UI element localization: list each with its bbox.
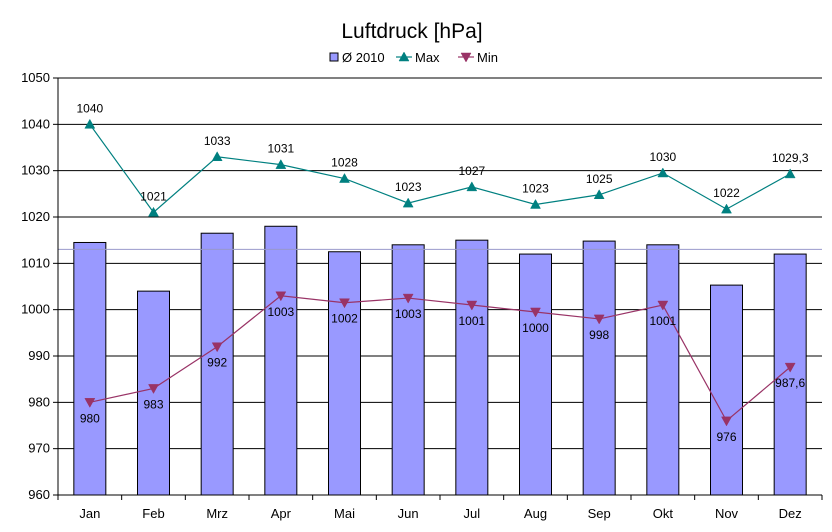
x-tick-label: Sep: [588, 506, 611, 521]
min-marker: [211, 342, 223, 353]
max-data-label: 1021: [140, 189, 167, 203]
max-line: [89, 123, 791, 214]
max-marker: [84, 118, 96, 129]
min-marker: [530, 307, 541, 318]
max-marker: [593, 189, 605, 200]
max-marker: [402, 197, 414, 208]
y-tick-label: 1010: [21, 255, 50, 270]
x-tick-label: Jul: [464, 506, 481, 521]
max-marker: [784, 168, 796, 179]
x-tick-label: Dez: [779, 506, 802, 521]
x-tick-label: Jan: [79, 506, 100, 521]
min-data-label: 983: [143, 397, 163, 411]
min-marker: [275, 291, 287, 302]
min-marker: [84, 398, 96, 408]
max-marker: [211, 151, 223, 162]
max-data-label: 1022: [713, 186, 740, 200]
bar: [264, 225, 298, 496]
bar: [200, 232, 234, 496]
min-data-label: 980: [80, 411, 100, 425]
min-data-label: 987,6: [775, 376, 805, 390]
y-tick-label: 960: [28, 487, 50, 502]
bar: [73, 241, 107, 496]
y-tick-label: 1020: [21, 209, 50, 224]
y-tick-label: 970: [28, 441, 50, 456]
x-tick-label: Mai: [334, 506, 355, 521]
legend-label: Min: [477, 50, 498, 65]
bar: [455, 239, 489, 496]
legend-marker: [460, 52, 472, 63]
y-tick-label: 1000: [21, 302, 50, 317]
max-marker: [466, 181, 478, 192]
x-tick-label: Nov: [715, 506, 739, 521]
legend-label: Ø 2010: [342, 50, 385, 65]
max-data-label: 1033: [204, 134, 231, 148]
min-marker: [784, 362, 796, 373]
min-marker: [339, 298, 350, 309]
x-tick-label: Mrz: [206, 506, 228, 521]
bar: [773, 253, 807, 496]
x-tick-label: Apr: [271, 506, 292, 521]
max-data-label: 1030: [649, 150, 676, 164]
min-data-label: 1002: [331, 312, 358, 326]
min-data-label: 1001: [458, 314, 485, 328]
max-marker: [148, 206, 159, 217]
max-data-label: 1028: [331, 156, 358, 170]
plot-background: [58, 78, 822, 495]
y-tick-label: 1040: [21, 116, 50, 131]
x-tick-label: Feb: [142, 506, 164, 521]
min-data-label: 998: [589, 328, 609, 342]
min-data-label: 992: [207, 356, 227, 370]
bar: [519, 253, 552, 496]
max-data-label: 1025: [586, 172, 613, 186]
bar: [582, 240, 616, 496]
max-data-label: 1023: [522, 181, 549, 195]
chart-title: Luftdruck [hPa]: [341, 20, 482, 43]
min-data-label: 1001: [649, 314, 676, 328]
max-data-label: 1023: [395, 180, 422, 194]
y-tick-label: 980: [28, 394, 50, 409]
max-marker: [275, 159, 287, 169]
min-data-label: 976: [716, 430, 736, 444]
min-data-label: 1000: [522, 321, 549, 335]
min-marker: [721, 416, 732, 427]
max-marker: [339, 173, 350, 183]
min-marker: [593, 314, 605, 325]
plot-area: 960 970 980 990 1000 1010 1020 1030 1040 1050 Jan F…: [21, 70, 823, 521]
max-data-label: 1040: [76, 101, 103, 115]
y-tick-label: 1030: [21, 163, 50, 178]
bar: [391, 244, 425, 496]
min-data-label: 1003: [395, 307, 422, 321]
min-marker: [466, 300, 478, 311]
max-marker: [530, 198, 541, 209]
min-marker: [657, 300, 669, 311]
max-data-label: 1027: [458, 164, 485, 178]
legend-marker: [398, 51, 410, 62]
y-tick-label: 990: [28, 348, 50, 363]
max-data-label: 1029,3: [772, 151, 809, 165]
bar: [710, 284, 743, 496]
max-marker: [721, 203, 732, 214]
x-tick-label: Aug: [524, 506, 547, 521]
min-marker: [402, 293, 414, 304]
max-data-label: 1031: [267, 142, 294, 156]
bar: [328, 251, 361, 496]
y-tick-label: 1050: [21, 70, 50, 85]
min-marker: [148, 384, 159, 394]
legend: Ø 2010 Max Min: [329, 50, 498, 65]
x-tick-label: Jun: [398, 506, 419, 521]
x-tick-label: Okt: [653, 506, 674, 521]
min-data-label: 1003: [267, 305, 294, 319]
legend-swatch-bar: [329, 52, 339, 62]
min-line: [89, 295, 791, 422]
bar: [646, 244, 680, 496]
legend-label: Max: [415, 50, 440, 65]
max-marker: [657, 167, 669, 178]
